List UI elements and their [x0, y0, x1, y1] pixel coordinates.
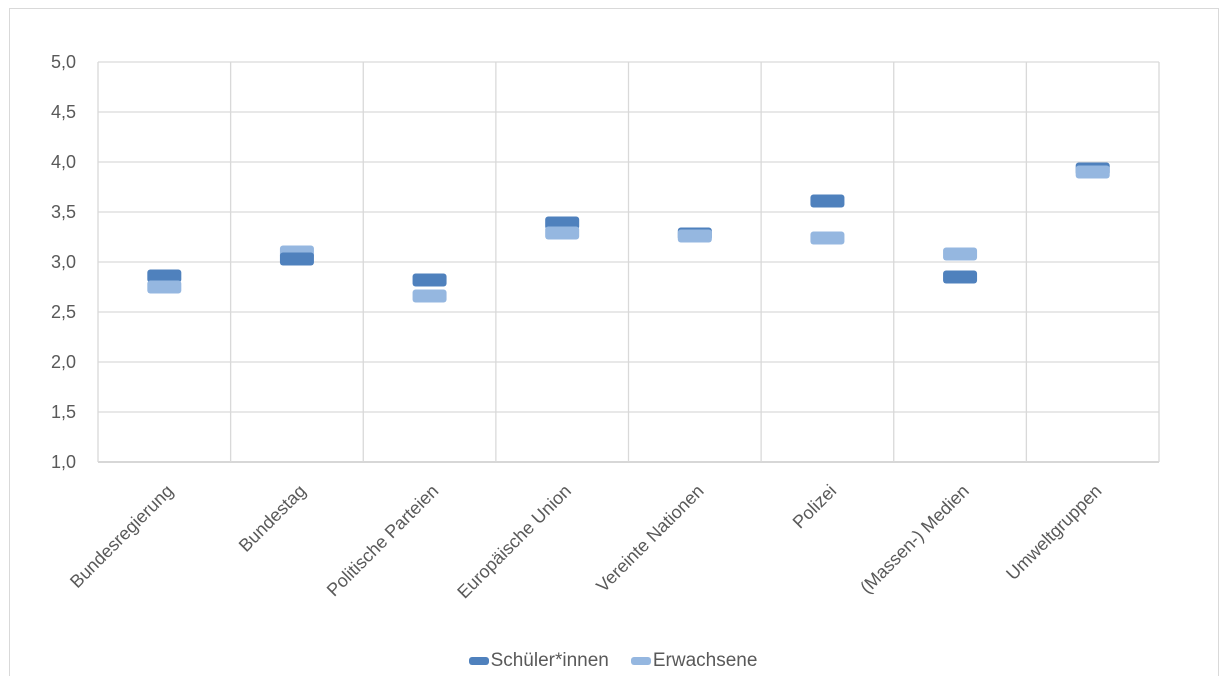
- y-tick-label: 2,5: [51, 302, 76, 322]
- data-marker-schueler: [810, 194, 845, 208]
- x-tick-label: Vereinte Nationen: [592, 481, 707, 596]
- legend-item-schueler[interactable]: Schüler*innen: [468, 650, 609, 672]
- y-tick-label: 3,5: [51, 202, 76, 222]
- data-marker-erwachsene: [810, 231, 845, 245]
- y-tick-label: 5,0: [51, 52, 76, 72]
- legend-swatch-schueler: [468, 657, 489, 665]
- chart-plot: 1,0 1,5 2,0 2,5 3,0 3,5 4,0 4,5 5,0 Bundesregieru…: [51, 52, 1160, 603]
- y-tick-label: 4,0: [51, 152, 76, 172]
- data-marker-schueler: [279, 252, 314, 266]
- x-tick-label: Umweltgruppen: [1002, 481, 1105, 584]
- y-tick-label: 3,0: [51, 252, 76, 272]
- x-tick-label: (Massen-) Medien: [856, 481, 973, 598]
- data-marker-schueler: [147, 269, 182, 283]
- legend-swatch-erwachsene: [630, 657, 651, 665]
- chart-frame: [9, 8, 1219, 676]
- data-marker-schueler: [545, 216, 580, 230]
- legend-label-erwachsene: Erwachsene: [652, 650, 758, 671]
- x-tick-label: Politische Parteien: [323, 481, 443, 601]
- y-tick-label: 2,0: [51, 352, 76, 372]
- y-tick-label: 4,5: [51, 102, 76, 122]
- legend-item-erwachsene[interactable]: Erwachsene: [630, 650, 758, 672]
- legend: Schüler*innen Erwachsene: [0, 648, 1226, 674]
- data-marker-erwachsene: [1075, 165, 1110, 179]
- y-tick-label: 1,0: [51, 452, 76, 472]
- data-marker-schueler: [412, 273, 447, 287]
- y-tick-label: 1,5: [51, 402, 76, 422]
- data-marker-schueler: [943, 270, 978, 284]
- x-tick-label: Bundestag: [235, 481, 310, 556]
- data-marker-erwachsene: [545, 226, 580, 240]
- data-marker-erwachsene: [943, 247, 978, 261]
- x-tick-label: Bundesregierung: [66, 481, 177, 592]
- x-tick-label: Polizei: [789, 481, 841, 533]
- data-marker-erwachsene: [677, 229, 712, 243]
- x-tick-label: Europäische Union: [453, 481, 575, 603]
- legend-label-schueler: Schüler*innen: [490, 650, 609, 671]
- data-marker-erwachsene: [412, 289, 447, 303]
- data-marker-erwachsene: [147, 280, 182, 294]
